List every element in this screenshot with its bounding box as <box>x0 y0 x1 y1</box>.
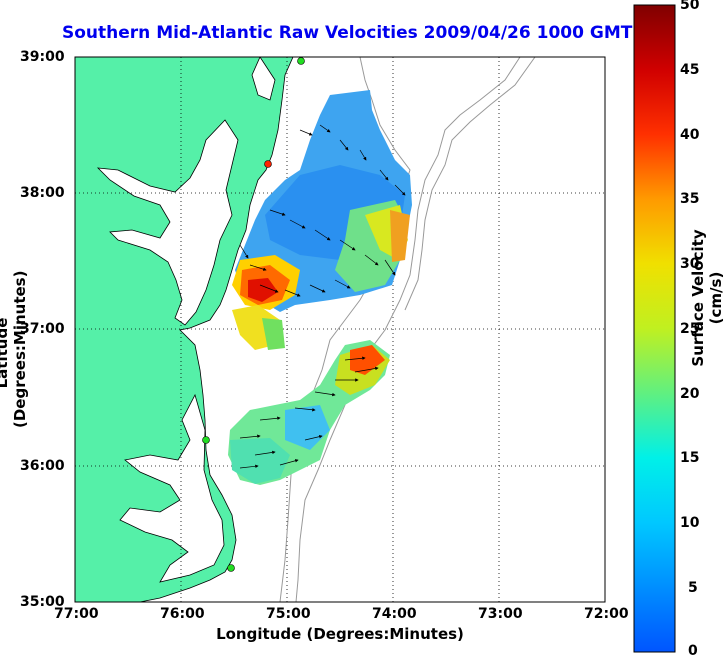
x-axis-label: Longitude (Degrees:Minutes) <box>216 625 464 643</box>
velocity-field-south <box>228 340 390 485</box>
site-marker <box>297 57 305 65</box>
bathymetry-contours <box>279 57 536 602</box>
colorbar-tick-label: 50 <box>680 0 700 13</box>
colorbar-tick-label: 15 <box>680 450 700 466</box>
colorbar-tick-label: 35 <box>680 191 700 207</box>
colorbar-tick-label: 20 <box>680 386 700 402</box>
y-tick-label: 38:00 <box>20 185 65 201</box>
map-plot-area <box>75 57 605 602</box>
radar-site-markers <box>202 57 305 572</box>
grid-lines <box>75 57 605 602</box>
colorbar-label: Surface Velocity (cm/s) <box>689 229 724 367</box>
plot-frame <box>74 56 606 603</box>
colorbar-tick-label: 30 <box>680 256 700 272</box>
velocity-vectors <box>239 124 406 469</box>
colorbar <box>633 4 676 653</box>
map-title: Southern Mid-Atlantic Raw Velocities 200… <box>62 23 633 43</box>
x-tick-label: 75:00 <box>266 606 311 622</box>
velocity-field-north <box>232 90 412 350</box>
x-tick-label: 72:00 <box>584 606 629 622</box>
y-tick-label: 36:00 <box>20 458 65 474</box>
x-tick-label: 77:00 <box>54 606 99 622</box>
colorbar-tick-label: 10 <box>680 515 700 531</box>
land-mass <box>75 57 294 602</box>
y-axis-label: Latitude (Degrees:Minutes) <box>0 270 29 428</box>
site-marker <box>202 436 210 444</box>
colorbar-tick-label: 40 <box>680 127 700 143</box>
site-marker <box>264 160 272 168</box>
colorbar-tick-label: 45 <box>680 62 700 78</box>
x-tick-label: 76:00 <box>160 606 205 622</box>
y-tick-label: 37:00 <box>20 321 65 337</box>
colorbar-tick-label: 0 <box>688 643 698 659</box>
site-marker <box>227 564 235 572</box>
colorbar-tick-label: 5 <box>688 580 698 596</box>
x-tick-label: 73:00 <box>478 606 523 622</box>
x-tick-label: 74:00 <box>372 606 417 622</box>
y-tick-label: 35:00 <box>20 594 65 610</box>
colorbar-tick-label: 25 <box>680 321 700 337</box>
y-tick-label: 39:00 <box>20 49 65 65</box>
